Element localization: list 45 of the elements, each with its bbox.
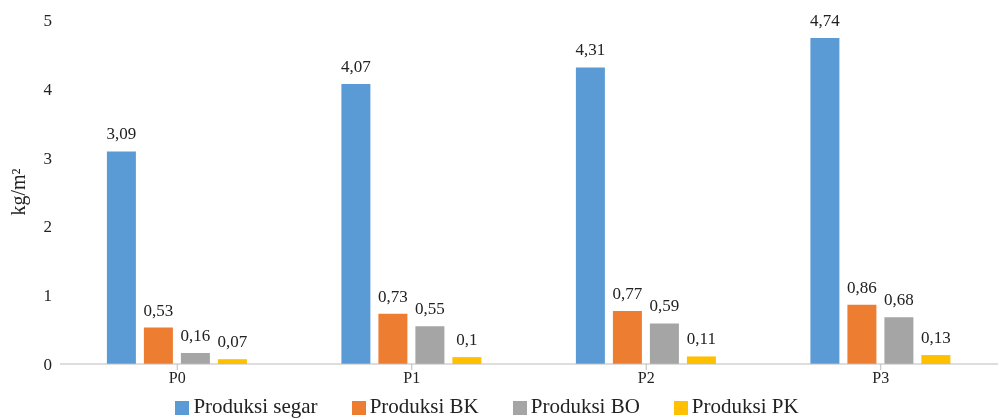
y-axis-title: kg/m² [7,168,31,216]
y-tick-label: 5 [43,11,52,31]
data-label: 0,1 [456,330,478,350]
bar [649,323,679,364]
bar [612,311,642,364]
y-tick-label: 4 [43,79,53,99]
legend-label: Produksi segar [193,394,318,418]
bar [180,352,210,364]
data-label: 0,13 [921,328,951,348]
data-label: 0,55 [415,299,445,319]
bar [341,83,371,364]
y-tick-label: 1 [43,286,52,306]
data-label: 0,16 [180,325,211,345]
data-label: 4,07 [341,56,372,76]
y-tick-label: 3 [43,148,52,168]
x-tick-label: P1 [403,369,421,387]
x-tick-label: P3 [872,369,890,387]
legend-label: Produksi BK [369,394,479,418]
bar [106,151,136,364]
data-label: 0,59 [649,296,680,316]
data-label: 0,86 [847,277,877,297]
data-label: 0,11 [686,329,716,349]
data-label: 0,77 [612,284,643,304]
bar [575,67,605,364]
data-label: 0,68 [884,290,914,310]
y-tick-label: 0 [43,355,52,375]
bar [686,356,716,364]
data-label: 3,09 [106,124,137,144]
bar [884,317,914,364]
bar [810,37,840,364]
legend-label: Produksi BO [530,394,640,418]
bar [143,327,173,364]
x-tick-label: P0 [168,369,186,387]
data-label: 4,74 [810,10,841,30]
bar [921,355,951,364]
data-label: 0,07 [217,332,248,352]
legend-label: Produksi PK [691,394,799,418]
bar [847,304,877,364]
y-tick-label: 2 [43,217,52,237]
data-label: 4,31 [575,40,606,60]
bar [415,326,445,364]
x-tick-label: P2 [637,369,655,387]
bar [378,313,408,364]
data-label: 0,73 [378,286,408,306]
data-label: 0,53 [143,300,174,320]
